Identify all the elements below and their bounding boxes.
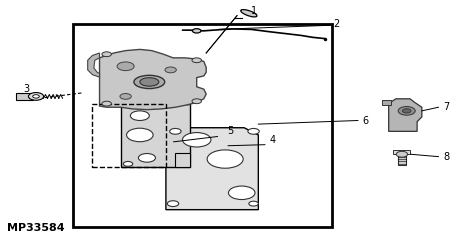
Circle shape — [170, 128, 181, 134]
FancyBboxPatch shape — [121, 104, 190, 167]
Text: 6: 6 — [363, 115, 369, 126]
Bar — [92, 104, 166, 167]
Circle shape — [102, 52, 111, 57]
Circle shape — [28, 93, 44, 100]
Circle shape — [228, 186, 255, 200]
Circle shape — [33, 95, 39, 98]
Bar — [175, 153, 190, 167]
Circle shape — [248, 128, 259, 134]
Circle shape — [192, 99, 201, 104]
Bar — [393, 150, 410, 154]
Circle shape — [127, 128, 153, 142]
Text: 1: 1 — [251, 6, 256, 16]
Bar — [398, 151, 406, 165]
Circle shape — [182, 133, 211, 147]
Circle shape — [130, 111, 149, 120]
Text: 2: 2 — [333, 19, 340, 29]
Circle shape — [102, 101, 111, 106]
Circle shape — [192, 58, 201, 63]
Circle shape — [167, 201, 179, 207]
Circle shape — [249, 201, 258, 206]
PathPatch shape — [100, 49, 206, 110]
PathPatch shape — [389, 99, 422, 131]
Circle shape — [207, 150, 243, 168]
Circle shape — [117, 62, 134, 71]
PathPatch shape — [88, 53, 100, 77]
Text: 7: 7 — [443, 102, 449, 112]
Text: 8: 8 — [443, 152, 449, 162]
PathPatch shape — [166, 128, 258, 210]
Ellipse shape — [134, 75, 165, 88]
Ellipse shape — [241, 10, 257, 17]
Bar — [382, 100, 391, 105]
Circle shape — [120, 94, 131, 99]
Bar — [16, 93, 33, 100]
Text: MP33584: MP33584 — [7, 223, 65, 233]
Circle shape — [192, 29, 201, 33]
Text: 4: 4 — [270, 135, 275, 145]
Circle shape — [396, 151, 408, 157]
Circle shape — [402, 109, 411, 113]
Circle shape — [123, 161, 133, 166]
Text: 5: 5 — [227, 126, 233, 136]
Ellipse shape — [140, 78, 159, 86]
Text: 3: 3 — [23, 84, 29, 94]
Bar — [73, 24, 332, 227]
Circle shape — [398, 107, 415, 115]
Circle shape — [138, 154, 155, 162]
Circle shape — [165, 67, 176, 73]
